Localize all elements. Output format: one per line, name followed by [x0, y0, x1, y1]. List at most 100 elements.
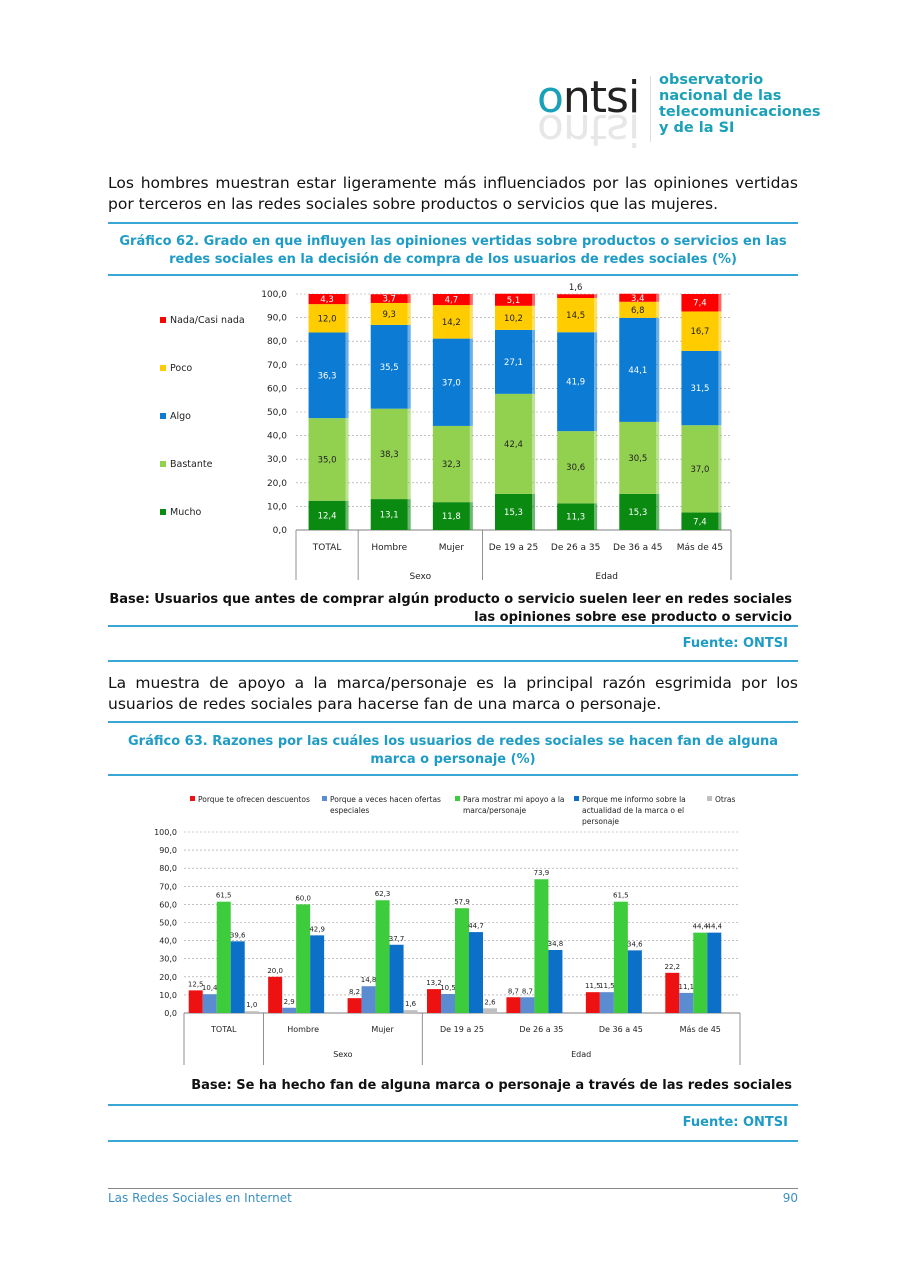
- data-label: 37,0: [690, 465, 709, 475]
- bar-segment: [619, 301, 657, 318]
- bar-side: [469, 305, 473, 339]
- y-tick-label: 10,0: [159, 991, 177, 1000]
- data-label: 20,0: [267, 967, 283, 975]
- logo-line: y de la SI: [659, 120, 735, 136]
- bar-side: [345, 304, 349, 333]
- y-tick-label: 70,0: [159, 882, 177, 891]
- legend-swatch: [455, 796, 460, 801]
- data-label: 2,9: [284, 998, 295, 1006]
- legend-swatch: [322, 796, 327, 801]
- data-label: 44,7: [468, 922, 484, 930]
- data-label: 10,4: [202, 984, 218, 992]
- bar-side: [656, 421, 660, 494]
- bar-side: [718, 425, 722, 513]
- data-label: 22,2: [664, 963, 680, 971]
- bar-side: [469, 338, 473, 426]
- data-label: 14,5: [566, 311, 585, 321]
- y-tick-label: 60,0: [267, 384, 287, 394]
- bar: [188, 990, 203, 1013]
- bar-segment: [495, 293, 532, 306]
- bar-side: [532, 293, 535, 306]
- y-tick-label: 100,0: [154, 828, 177, 837]
- chart-63: 0,0 10,0 20,0 30,0 40,0 50,0 60,0 70,0 80,0 90,0 1…: [154, 795, 741, 1065]
- bar-segment: [619, 293, 657, 302]
- bar-side: [718, 294, 722, 312]
- legend-label: Porque a veces hacen ofertas: [330, 795, 441, 804]
- bar-side: [407, 499, 411, 530]
- bar-side: [532, 305, 535, 330]
- y-tick-label: 20,0: [159, 973, 177, 982]
- y-tick-label: 90,0: [267, 314, 287, 324]
- data-label: 15,3: [628, 508, 647, 518]
- y-tick-label: 10,0: [267, 502, 287, 512]
- bar-side: [594, 332, 598, 432]
- data-label: 5,1: [507, 296, 521, 306]
- data-label: 36,3: [318, 371, 337, 381]
- bar-segment: [681, 512, 719, 530]
- bar-segment: [681, 425, 719, 513]
- bar: [506, 997, 521, 1013]
- category-label: TOTAL: [312, 543, 342, 553]
- legend-label: Otras: [715, 795, 736, 804]
- bar-side: [594, 503, 598, 530]
- category-label: Hombre: [371, 543, 407, 553]
- y-tick-label: 50,0: [159, 919, 177, 928]
- bar-segment: [557, 298, 595, 333]
- legend-label: Porque me informo sobre la: [582, 795, 686, 804]
- divider: [108, 660, 798, 662]
- bar-side: [656, 293, 660, 302]
- bar: [548, 950, 563, 1013]
- legend-label: especiales: [330, 806, 369, 815]
- bar-segment: [432, 305, 470, 339]
- legend-label: Nada/Casi nada: [170, 315, 245, 326]
- group-label: Sexo: [333, 1050, 352, 1059]
- data-label: 31,5: [690, 384, 709, 394]
- y-tick-label: 60,0: [159, 900, 177, 909]
- bar-side: [469, 294, 473, 306]
- y-tick-label: 80,0: [159, 864, 177, 873]
- bar: [520, 997, 535, 1013]
- data-label: 61,5: [216, 892, 232, 900]
- data-label: 15,3: [504, 508, 523, 518]
- bar-side: [532, 493, 535, 530]
- data-label: 13,2: [426, 979, 442, 987]
- legend-label: Poco: [170, 363, 192, 374]
- data-label: 12,5: [188, 980, 204, 988]
- bar: [534, 879, 549, 1013]
- data-label: 14,2: [442, 318, 461, 328]
- legend-swatch: [160, 317, 166, 323]
- category-label: De 36 a 45: [613, 543, 662, 553]
- bar-segment: [557, 294, 595, 299]
- bar: [216, 901, 231, 1013]
- chart-62-title: Gráfico 62. Grado en que influyen las op…: [119, 234, 787, 267]
- bar: [296, 904, 311, 1013]
- data-label: 11,5: [585, 982, 601, 990]
- data-label: 73,9: [534, 869, 550, 877]
- data-label: 41,9: [566, 378, 585, 388]
- group-label: Edad: [571, 1050, 591, 1059]
- chart-62-base: Base: Usuarios que antes de comprar algú…: [109, 592, 792, 625]
- bar-side: [407, 324, 411, 409]
- data-label: 4,7: [445, 296, 459, 306]
- divider: [108, 1140, 798, 1142]
- data-label: 7,4: [693, 517, 707, 527]
- data-label: 13,1: [380, 511, 399, 521]
- bar-side: [532, 329, 535, 394]
- bar-segment: [681, 294, 719, 312]
- data-label: 6,8: [631, 306, 645, 316]
- y-tick-label: 50,0: [267, 408, 287, 418]
- data-label: 10,2: [504, 314, 523, 324]
- bar-segment: [432, 502, 470, 530]
- legend-label: personaje: [582, 817, 619, 826]
- logo-line: telecomunicaciones: [659, 104, 821, 120]
- data-label: 60,0: [295, 894, 311, 902]
- y-tick-label: 20,0: [267, 479, 287, 489]
- bar: [599, 992, 614, 1013]
- bar-segment: [432, 425, 470, 503]
- bar-side: [594, 294, 598, 299]
- y-tick-label: 80,0: [267, 337, 287, 347]
- bar-segment: [308, 304, 346, 333]
- data-label: 2,6: [484, 998, 496, 1006]
- bar-side: [407, 294, 411, 303]
